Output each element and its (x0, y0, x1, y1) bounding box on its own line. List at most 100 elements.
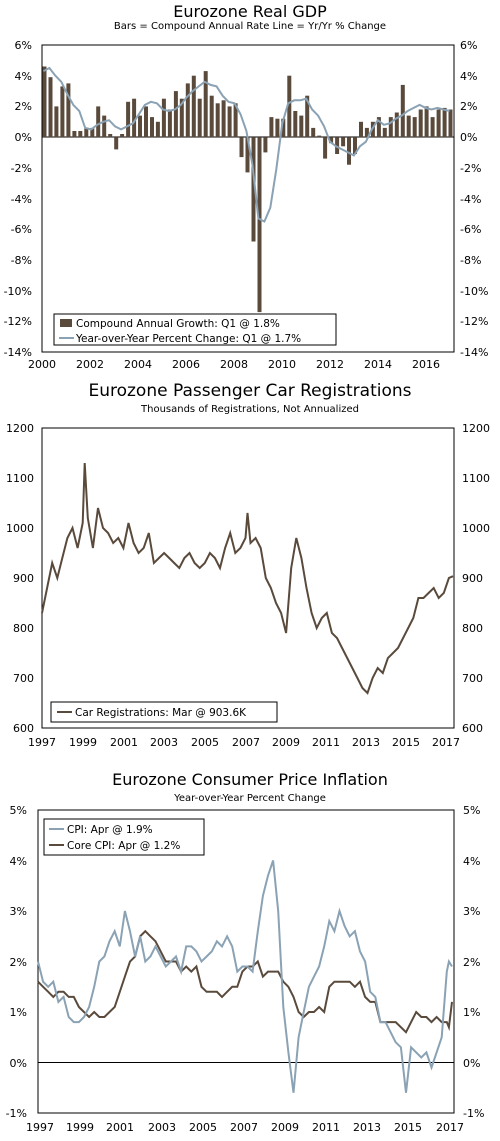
cars-xtick: 2017 (432, 736, 460, 749)
cpi-xtick: 1997 (26, 1121, 54, 1134)
cars-chart-title: Eurozone Passenger Car Registrations (88, 381, 411, 401)
gdp-bar (185, 83, 190, 138)
gdp-bar (418, 109, 423, 138)
gdp-bar (299, 115, 304, 138)
cpi-legend-label: CPI: Apr @ 1.9% (67, 824, 153, 836)
cars-xtick: 2003 (150, 736, 178, 749)
gdp-bar (42, 66, 47, 138)
gdp-bar (448, 109, 453, 138)
cpi-xtick: 2003 (148, 1121, 176, 1134)
gdp-ytick-left: 0% (15, 131, 32, 144)
gdp-bar (114, 137, 119, 150)
gdp-bar (305, 95, 310, 138)
gdp-xtick: 2004 (124, 358, 152, 371)
gdp-bar (203, 71, 208, 138)
gdp-ytick-left: 2% (15, 100, 32, 113)
gdp-ytick-left: -2% (11, 162, 32, 175)
gdp-bar (335, 137, 340, 154)
cpi-ytick-right: 4% (463, 855, 480, 868)
car-registrations-chart: Eurozone Passenger Car Registrations Tho… (6, 381, 490, 749)
cpi-ytick-right: 2% (463, 956, 480, 969)
gdp-bar (120, 134, 125, 138)
cpi-ytick-right: -1% (463, 1107, 484, 1120)
gdp-bar (311, 127, 316, 138)
gdp-bar (96, 106, 101, 138)
gdp-bar (359, 121, 363, 138)
gdp-bar (257, 137, 262, 313)
gdp-bar (329, 137, 334, 144)
gdp-chart-title: Eurozone Real GDP (173, 2, 327, 21)
gdp-ytick-right: -4% (460, 193, 481, 206)
cpi-xtick: 2011 (312, 1121, 340, 1134)
cpi-ytick-left: 5% (10, 804, 27, 817)
cars-legend: Car Registrations: Mar @ 903.6K (50, 701, 278, 723)
cpi-ytick-right: 0% (463, 1057, 480, 1070)
gdp-ytick-right: 6% (460, 39, 477, 52)
cpi-legend: CPI: Apr @ 1.9% Core CPI: Apr @ 1.2% (43, 818, 205, 856)
cpi-ytick-left: 3% (10, 905, 27, 918)
cpi-ytick-left: 1% (10, 1006, 27, 1019)
cpi-xtick: 2009 (271, 1121, 299, 1134)
cpi-xtick: 2007 (230, 1121, 258, 1134)
cpi-xtick: 2001 (106, 1121, 134, 1134)
cpi-xtick: 2017 (436, 1121, 464, 1134)
gdp-ytick-right: -12% (460, 315, 488, 328)
gdp-plot-frame (41, 44, 455, 353)
cpi-chart: Eurozone Consumer Price Inflation Year-o… (6, 770, 485, 1134)
cars-ytick-left: 800 (13, 622, 34, 635)
cars-ytick-left: 900 (13, 572, 34, 585)
gdp-ytick-right: -2% (460, 162, 481, 175)
cars-ytick-left: 1200 (6, 422, 34, 435)
gdp-chart-subtitle: Bars = Compound Annual Rate Line = Yr/Yr… (114, 21, 386, 32)
gdp-ytick-right: -10% (460, 285, 488, 298)
cpi-legend-box (43, 818, 205, 856)
gdp-bar (406, 115, 411, 138)
gdp-xtick: 2002 (76, 358, 104, 371)
gdp-bar (293, 111, 298, 138)
cars-ytick-right: 1200 (462, 422, 490, 435)
gdp-bar (388, 117, 393, 138)
gdp-bar (221, 100, 226, 138)
gdp-bar (239, 137, 244, 158)
gdp-xtick: 2016 (412, 358, 440, 371)
car-registrations-line (41, 462, 454, 695)
gdp-bar (173, 91, 178, 138)
gdp-ytick-right: 0% (460, 131, 477, 144)
gdp-bar (245, 137, 250, 173)
gdp-bar (155, 121, 160, 138)
gdp-xtick: 2000 (28, 358, 56, 371)
gdp-bar (347, 137, 351, 165)
gdp-ytick-left: -12% (4, 315, 32, 328)
gdp-bar (161, 98, 166, 138)
gdp-bar (430, 117, 435, 138)
gdp-ytick-right: -8% (460, 254, 481, 267)
cpi-ytick-left: 4% (10, 855, 27, 868)
cpi-ytick-left: 2% (10, 956, 27, 969)
gdp-bars (42, 66, 453, 313)
gdp-bar (150, 117, 154, 138)
cpi-xtick: 2013 (353, 1121, 381, 1134)
gdp-bar (376, 117, 381, 138)
cpi-xtick: 1999 (66, 1121, 94, 1134)
gdp-ytick-right: -6% (460, 223, 481, 236)
cars-xtick: 2015 (392, 736, 420, 749)
gdp-bar (400, 84, 405, 138)
core-cpi-line (37, 929, 453, 1034)
cpi-ytick-left: -1% (6, 1107, 27, 1120)
gdp-bar (191, 75, 196, 138)
cars-ytick-right: 900 (462, 572, 483, 585)
cpi-legend-label: Core CPI: Apr @ 1.2% (67, 840, 180, 852)
gdp-bar (269, 117, 274, 138)
gdp-ytick-left: -6% (11, 223, 32, 236)
gdp-bar (275, 118, 280, 138)
gdp-bar (251, 137, 256, 242)
cpi-chart-title: Eurozone Consumer Price Inflation (112, 770, 388, 789)
cars-ytick-right: 1000 (462, 522, 490, 535)
cars-ytick-left: 700 (13, 672, 34, 685)
gdp-ytick-left: 6% (15, 39, 32, 52)
cars-legend-box (50, 701, 278, 723)
gdp-legend-box (53, 313, 337, 346)
gdp-legend-label: Compound Annual Growth: Q1 @ 1.8% (76, 318, 280, 330)
gdp-ytick-right: -14% (460, 346, 488, 359)
